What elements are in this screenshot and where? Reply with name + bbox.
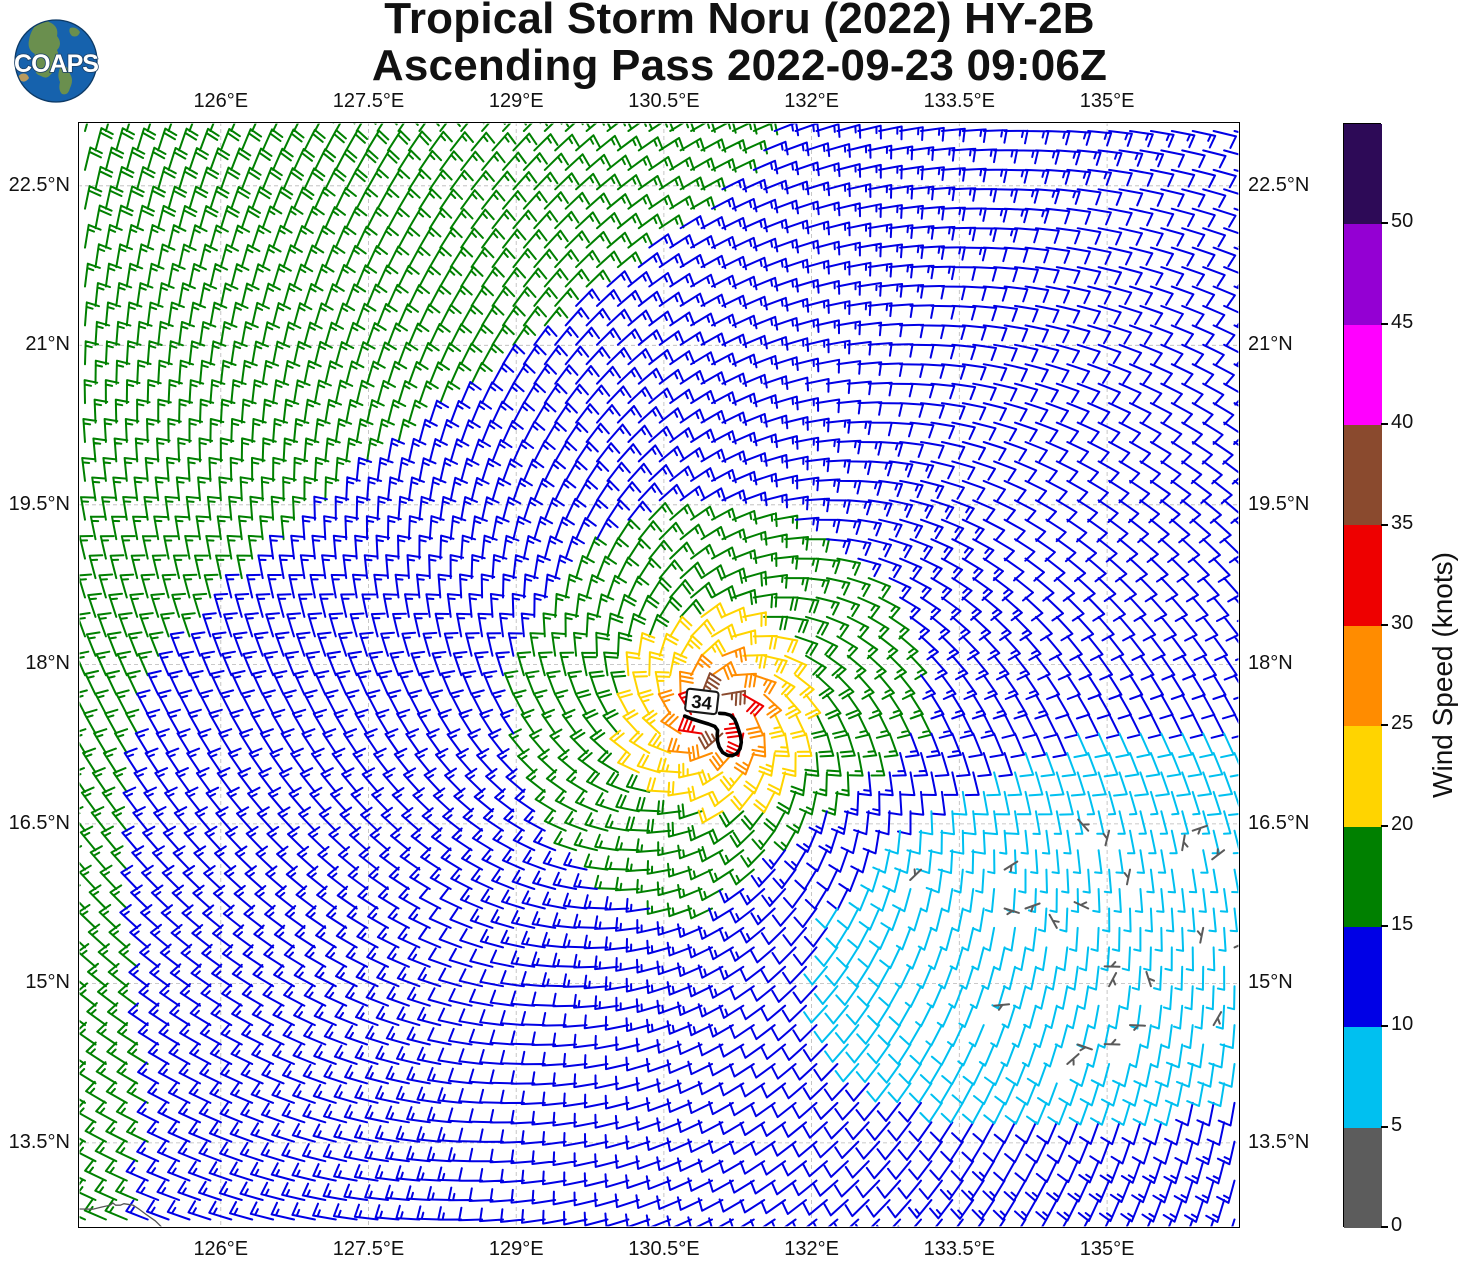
svg-text:COAPS: COAPS <box>14 50 98 78</box>
